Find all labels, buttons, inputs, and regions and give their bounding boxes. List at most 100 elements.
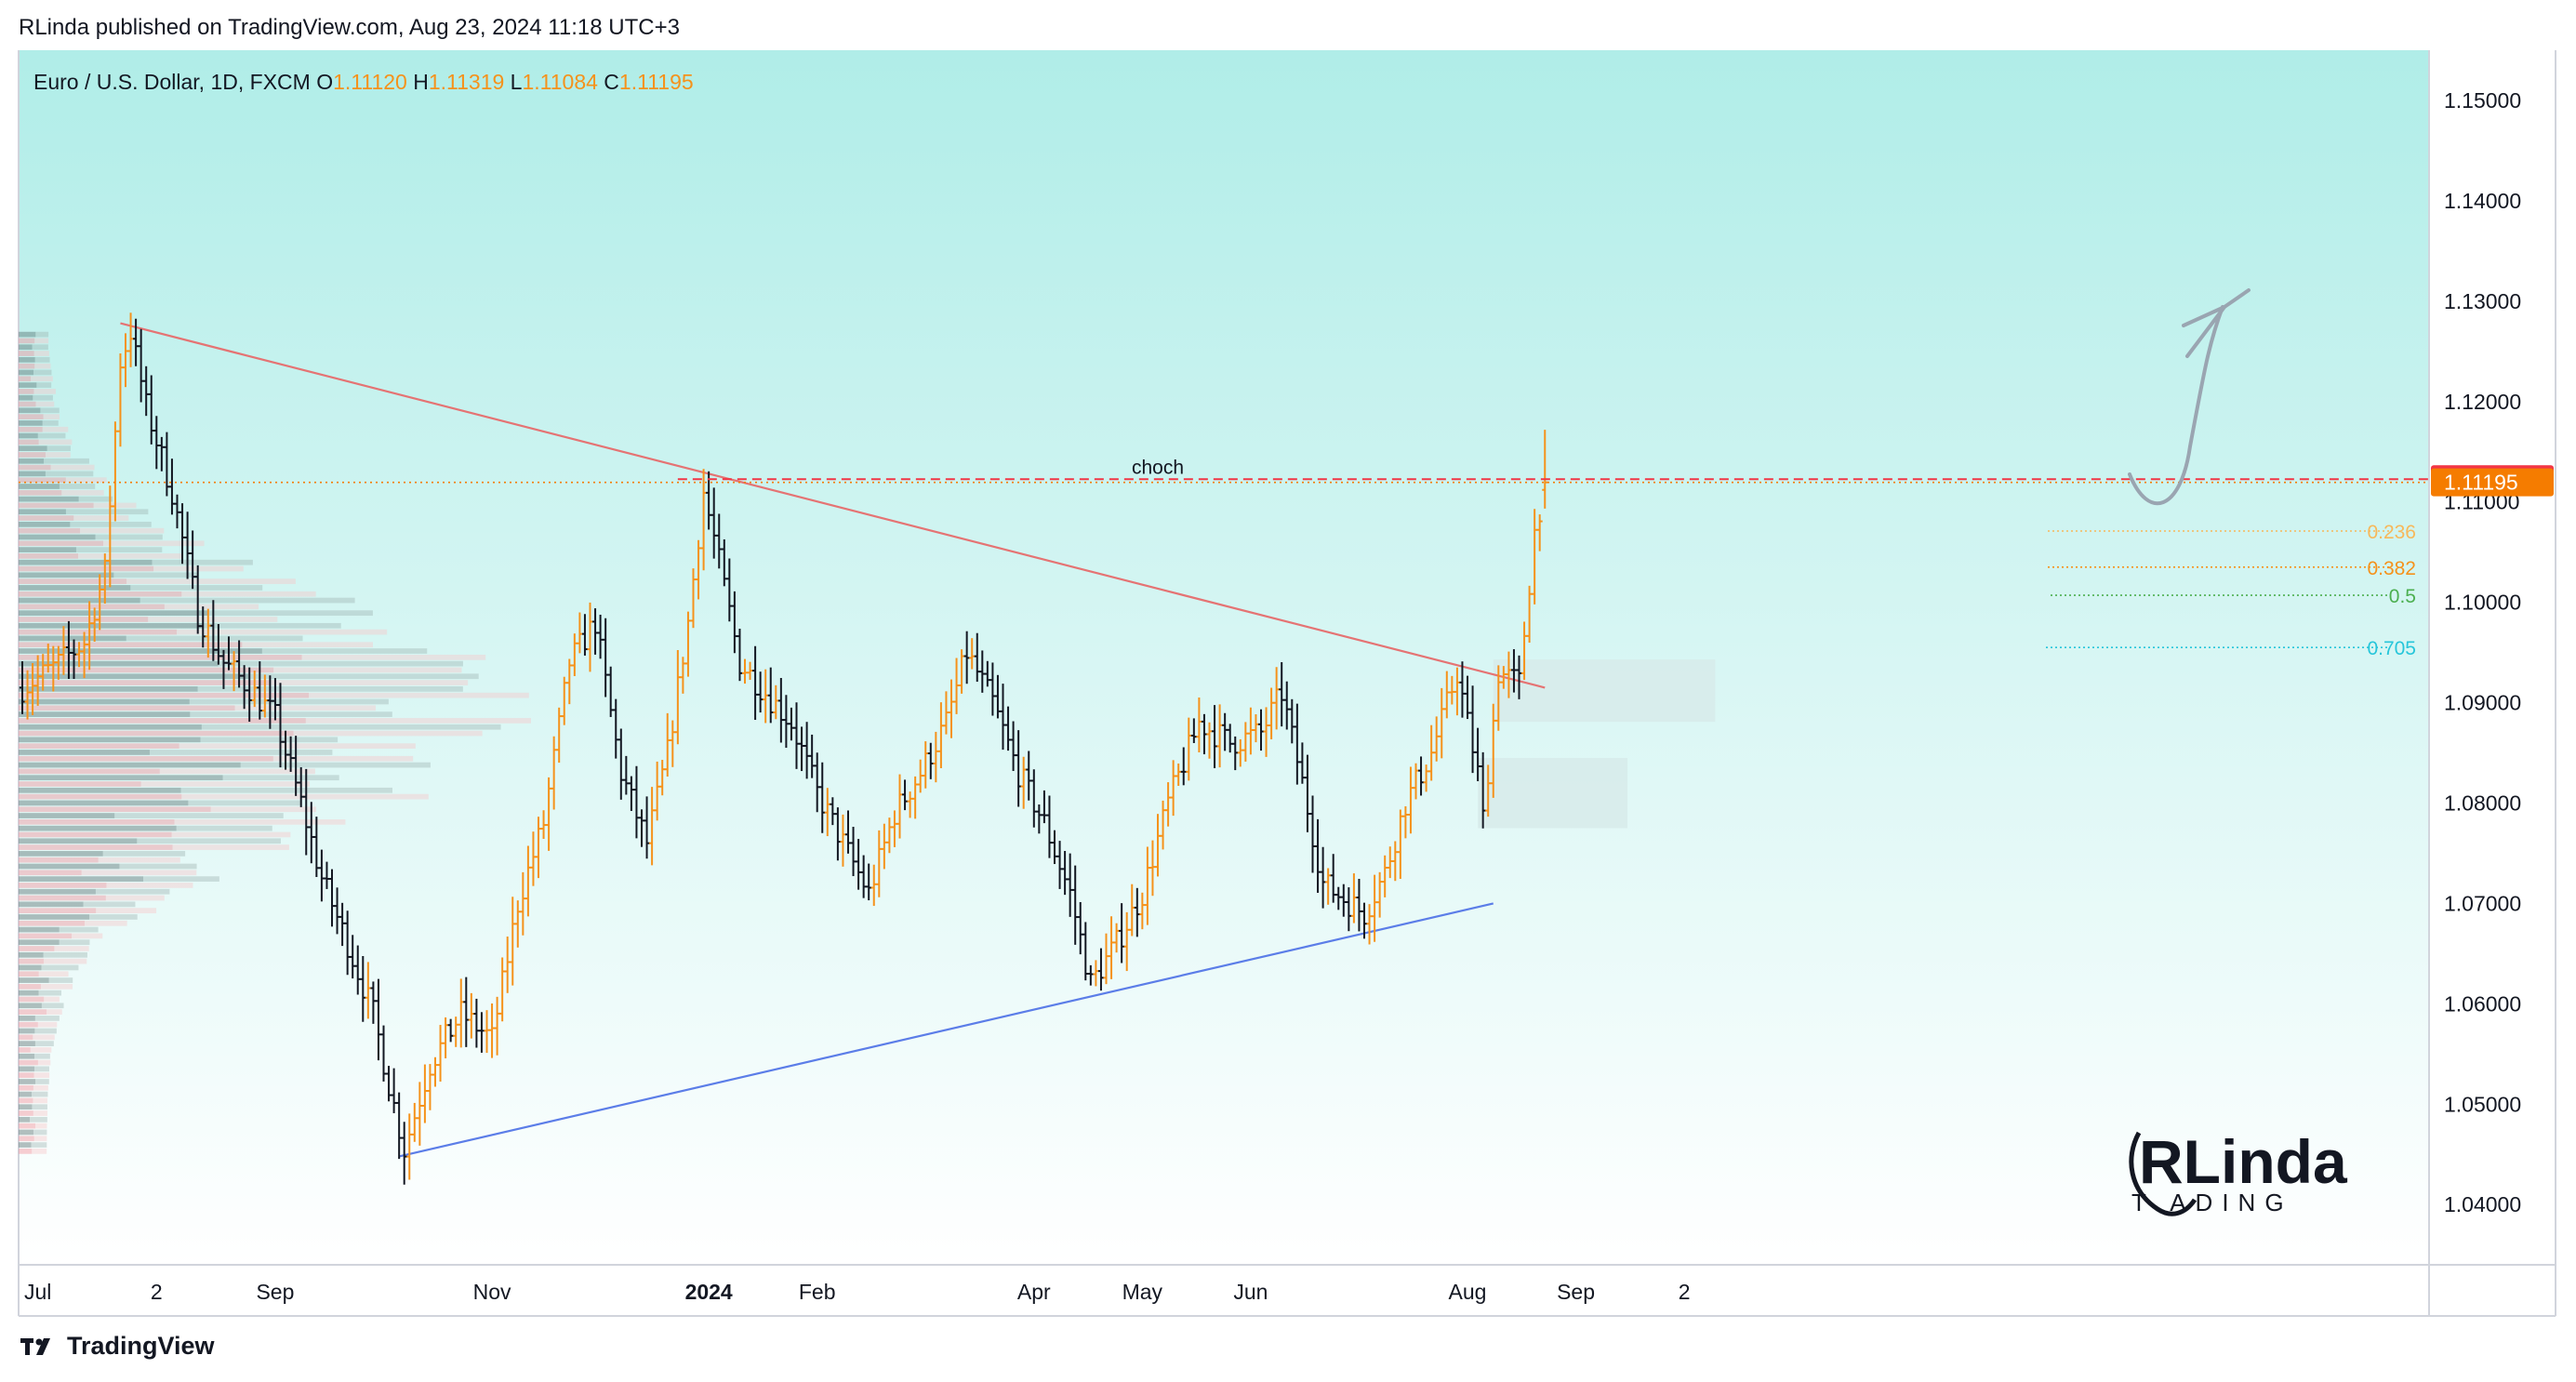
volume-profile-row	[19, 1142, 47, 1148]
ohlc-bar	[1082, 922, 1089, 981]
volume-profile-row	[19, 857, 180, 863]
volume-profile-secondary	[32, 1149, 47, 1154]
volume-profile-primary	[19, 414, 44, 419]
ohlc-key: L	[511, 70, 523, 94]
volume-profile-primary	[19, 1104, 33, 1110]
volume-profile-secondary	[46, 445, 71, 452]
volume-profile-row	[19, 1104, 47, 1110]
volume-profile-primary	[19, 489, 62, 496]
ohlc-bar	[158, 436, 165, 472]
price-axis[interactable]: 1.04000 1.05000 1.06000 1.07000 1.08000 1.090…	[2431, 88, 2554, 1216]
volume-profile-primary	[19, 389, 34, 394]
ohlc-bar	[1016, 730, 1022, 807]
volume-profile-primary	[19, 420, 43, 426]
ohlc-value: 1.11084	[522, 70, 604, 94]
volume-profile-primary	[19, 971, 39, 977]
volume-profile-primary	[19, 394, 33, 401]
volume-profile-row	[19, 838, 281, 844]
volume-profile-row	[19, 958, 87, 964]
volume-profile-secondary	[114, 813, 284, 818]
ohlc-bar	[876, 830, 883, 897]
volume-profile-secondary	[164, 604, 259, 610]
ohlc-bar	[1315, 818, 1321, 893]
volume-profile-secondary	[40, 407, 60, 414]
ohlc-bar	[220, 649, 227, 689]
ohlc-bar	[937, 702, 944, 768]
volume-profile-secondary	[33, 394, 53, 401]
time-axis[interactable]: Jul 2 Sep Nov 2024 Feb Apr May Jun Aug Sep 2	[24, 1280, 1691, 1304]
ohlc-bar	[644, 796, 650, 859]
volume-profile-secondary	[143, 876, 219, 882]
demand-zones	[1478, 659, 1716, 829]
volume-profile-secondary	[33, 1066, 49, 1072]
volume-profile-row	[19, 718, 531, 724]
ohlc-bar	[1020, 756, 1027, 809]
volume-profile-row	[19, 426, 69, 432]
ohlc-bar	[1443, 671, 1450, 719]
trendlines[interactable]	[120, 322, 1546, 1158]
forecast-arrow[interactable]	[2128, 288, 2251, 506]
volume-profile-primary	[19, 888, 96, 895]
volume-profile-row	[19, 477, 107, 484]
ohlc-bar	[1237, 738, 1243, 767]
ohlc-bar	[860, 855, 867, 898]
volume-profile-secondary	[31, 1091, 48, 1097]
volume-profile-row	[19, 876, 219, 882]
volume-profile-row	[19, 806, 317, 813]
volume-profile-row	[19, 502, 137, 509]
ohlc-bar	[339, 902, 346, 947]
volume-profile-primary	[19, 1149, 33, 1154]
volume-profile-primary	[19, 1079, 36, 1084]
volume-profile-row	[19, 762, 431, 768]
ohlc-value: 1.11195	[619, 70, 694, 94]
ohlc-bar	[1465, 675, 1470, 720]
publisher-line: RLinda published on TradingView.com, Aug…	[19, 15, 680, 40]
volume-profile-row	[19, 458, 89, 464]
price-tick-label: 1.06000	[2444, 991, 2521, 1016]
ohlc-bar	[1532, 509, 1538, 605]
volume-profile-row	[19, 351, 49, 356]
tradingview-brand[interactable]: TradingView	[20, 1332, 215, 1361]
volume-profile-secondary	[139, 597, 355, 604]
volume-profile-row	[19, 420, 59, 426]
volume-profile-secondary	[45, 452, 71, 458]
ohlc-bar	[272, 678, 278, 721]
volume-profile-primary	[19, 439, 39, 445]
volume-profile-primary	[19, 496, 79, 502]
volume-profile-secondary	[65, 477, 107, 484]
ohlc-bar	[1392, 841, 1399, 882]
ohlc-bar	[628, 776, 634, 811]
ohlc-bar	[318, 849, 325, 902]
volume-profile-primary	[19, 1072, 34, 1079]
volume-profile-primary	[19, 471, 46, 477]
ohlc-bar	[504, 937, 511, 993]
volume-profile-secondary	[29, 1116, 47, 1123]
ohlc-bar	[1320, 846, 1326, 909]
price-tick-label: 1.14000	[2444, 189, 2521, 213]
ohlc-bar	[1356, 878, 1362, 932]
volume-profile-primary	[19, 484, 60, 489]
volume-profile-secondary	[35, 331, 49, 338]
ohlc-bar	[690, 568, 697, 629]
ohlc-bar	[581, 614, 588, 656]
ohlc-bar	[793, 702, 800, 769]
volume-profile-secondary	[177, 629, 388, 635]
ohlc-bar	[1123, 911, 1130, 972]
volume-profile-row	[19, 888, 170, 895]
ohlc-bar	[1485, 764, 1492, 817]
volume-profile-primary	[19, 743, 179, 750]
volume-profile-secondary	[33, 351, 49, 356]
volume-profile-row	[19, 1072, 50, 1079]
volume-profile-secondary	[180, 787, 392, 793]
volume-profile-primary	[19, 724, 202, 730]
ohlc-bar	[344, 910, 351, 976]
volume-profile-secondary	[34, 1028, 57, 1034]
volume-profile-primary	[19, 452, 46, 458]
volume-profile-secondary	[113, 572, 198, 578]
volume-profile-primary	[19, 464, 51, 471]
volume-profile-primary	[19, 958, 45, 964]
volume-profile-secondary	[35, 1079, 49, 1084]
volume-profile-secondary	[33, 1084, 48, 1091]
